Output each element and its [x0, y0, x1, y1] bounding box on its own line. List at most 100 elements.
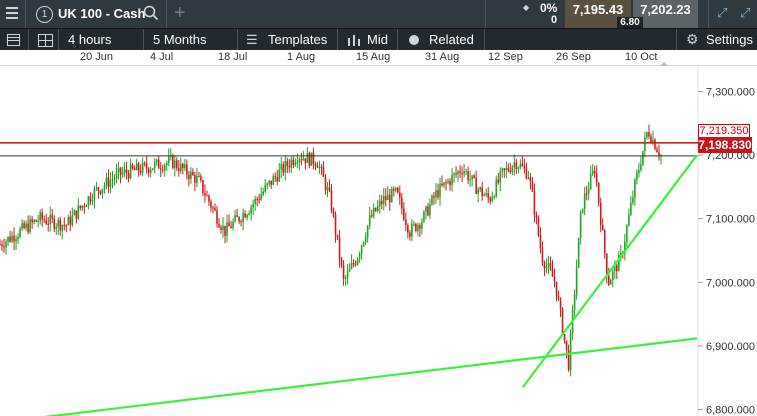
hamburger-menu-icon[interactable]: [6, 7, 18, 19]
candle-body: [636, 173, 638, 180]
candle-body: [204, 193, 206, 196]
window-popout-icon[interactable]: ⤢: [740, 5, 751, 20]
candle-body: [7, 236, 9, 242]
candle-body: [451, 175, 453, 186]
price-chart[interactable]: 7,300.000 7,200.000 7,100.000 7,000.000 6,90…: [0, 66, 757, 416]
candle-body: [403, 208, 405, 220]
layout-grid-icon[interactable]: [38, 34, 53, 47]
candle-body: [563, 334, 566, 341]
candle-body: [505, 167, 508, 170]
candle-body: [210, 201, 212, 208]
templates-button[interactable]: Templates: [268, 32, 328, 47]
candle-body: [149, 170, 152, 173]
table-view-icon[interactable]: [7, 34, 20, 46]
price-type-select[interactable]: Mid: [367, 32, 388, 47]
candle-body: [569, 332, 572, 370]
candle-body: [559, 299, 562, 310]
candle-body: [260, 194, 262, 200]
candle-body: [65, 225, 68, 227]
candle-body: [340, 258, 343, 266]
direction-arrow-icon: ◆: [523, 3, 530, 12]
candle-body: [543, 262, 546, 269]
candle-body: [163, 165, 166, 171]
candle-body: [206, 195, 208, 197]
candle-body: [463, 171, 465, 175]
candle-body: [443, 182, 445, 186]
candle-body: [5, 241, 7, 248]
candle-body: [165, 162, 168, 166]
candle-body: [198, 175, 200, 177]
search-icon[interactable]: [143, 5, 159, 26]
candle-body: [642, 150, 644, 165]
candle-body: [49, 214, 52, 225]
candle-body: [262, 191, 264, 195]
candle-body: [238, 217, 240, 222]
candle-body: [224, 225, 226, 236]
candle-body: [565, 340, 568, 351]
candle-body: [226, 222, 228, 236]
candle-body: [455, 173, 457, 175]
candle-body: [401, 197, 403, 209]
buy-price-button[interactable]: 7,202.23: [633, 0, 698, 28]
candle-body: [220, 227, 222, 231]
candle-body: [459, 171, 461, 174]
candle-body: [113, 178, 116, 180]
candle-body: [433, 195, 435, 198]
candle-body: [366, 225, 369, 238]
candle-body: [352, 263, 355, 265]
instrument-name[interactable]: UK 100 - Cash: [58, 6, 146, 21]
candle-body: [573, 294, 576, 310]
candle-body: [431, 195, 433, 205]
candle-body: [467, 171, 469, 181]
candle-body: [302, 158, 305, 160]
price-tick-label: 7,000.000: [706, 277, 755, 289]
candle-body: [298, 159, 301, 163]
candle-body: [153, 162, 156, 169]
change-percent: 0%: [540, 1, 558, 15]
candle-body: [242, 213, 244, 222]
candle-body: [644, 137, 646, 151]
candle-body: [254, 198, 256, 205]
candle-body: [589, 174, 592, 190]
candle-body: [200, 176, 202, 181]
candle-body: [626, 225, 628, 242]
candle-body: [605, 253, 608, 277]
related-button[interactable]: Related: [429, 32, 474, 47]
candle-body: [57, 219, 60, 227]
candle-body: [55, 226, 58, 229]
candle-body: [27, 223, 29, 233]
candle-body: [129, 164, 132, 179]
candle-body: [469, 178, 471, 181]
chart-toolbar: 4 hours 5 Months ☰ Templates Mid Related…: [0, 28, 757, 51]
candle-body: [45, 220, 48, 224]
candle-body: [171, 155, 174, 168]
candle-body: [111, 179, 114, 181]
period-select[interactable]: 5 Months: [153, 32, 207, 47]
candle-body: [493, 196, 496, 198]
buy-price: 7,202.23: [640, 2, 691, 17]
candle-body: [421, 221, 423, 229]
candle-body: [394, 187, 397, 191]
candle-body: [103, 185, 106, 189]
candle-body: [280, 164, 283, 170]
interval-select[interactable]: 4 hours: [68, 32, 112, 47]
slot-number-badge[interactable]: 1: [36, 6, 53, 23]
candle-body: [31, 219, 33, 223]
settings-button[interactable]: Settings: [706, 32, 753, 47]
candle-body: [125, 169, 128, 174]
candle-body: [216, 210, 218, 224]
candle-body: [322, 167, 325, 178]
candle-body: [180, 163, 182, 172]
expand-icon[interactable]: ⤢: [717, 5, 728, 20]
candle-body: [521, 163, 524, 166]
candle-body: [85, 205, 88, 207]
candle-body: [137, 163, 140, 172]
candle-body: [358, 253, 361, 259]
candle-body: [121, 172, 124, 175]
plus-icon[interactable]: +: [174, 2, 186, 24]
candle-body: [465, 171, 467, 173]
candle-body: [603, 230, 606, 254]
candle-body: [557, 296, 560, 300]
candle-body: [386, 194, 389, 200]
candle-body: [71, 215, 74, 225]
